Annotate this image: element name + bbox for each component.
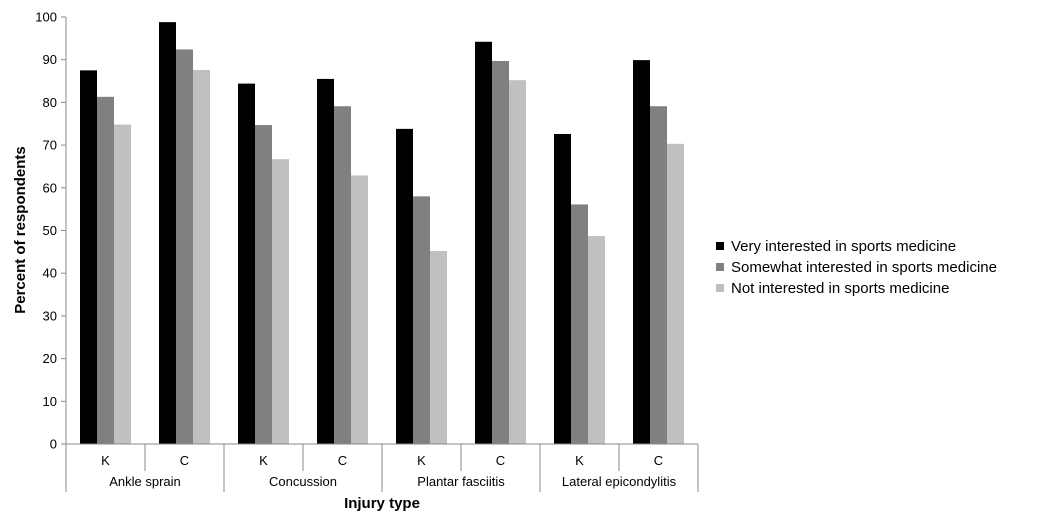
legend-label: Not interested in sports medicine: [731, 280, 949, 297]
x-tick-label: C: [654, 453, 663, 468]
legend-label: Somewhat interested in sports medicine: [731, 259, 997, 276]
y-tick-label: 30: [43, 308, 57, 323]
bar-series-1: [396, 128, 413, 444]
bar-series-3: [588, 236, 605, 444]
x-tick-label: K: [417, 453, 426, 468]
legend-swatch: [716, 242, 724, 250]
x-group-label: Lateral epicondylitis: [562, 474, 677, 489]
x-axis-title: Injury type: [344, 495, 420, 512]
y-tick-label: 70: [43, 138, 57, 153]
bar-series-3: [272, 159, 289, 445]
bar-series-2: [334, 106, 351, 445]
y-tick-label: 20: [43, 351, 57, 366]
bar-series-2: [571, 204, 588, 444]
bar-series-2: [97, 96, 114, 444]
bar-series-2: [255, 125, 272, 444]
x-tick-label: K: [259, 453, 268, 468]
bar-series-3: [351, 175, 368, 445]
bar-series-1: [238, 83, 255, 444]
bar-series-3: [430, 250, 447, 444]
y-tick-label: 40: [43, 266, 57, 281]
bar-series-1: [317, 78, 334, 444]
y-axis: 0 10 20 30 40 50 60 70 80 90 100: [35, 10, 67, 452]
x-tick-label: C: [496, 453, 505, 468]
bar-series-3: [509, 80, 526, 445]
bar-series-1: [554, 133, 571, 445]
y-tick-label: 60: [43, 180, 57, 195]
legend-label: Very interested in sports medicine: [731, 238, 956, 255]
bar-series-1: [633, 60, 650, 444]
x-tick-label: C: [180, 453, 189, 468]
y-tick-label: 50: [43, 223, 57, 238]
bar-series-1: [475, 41, 492, 445]
bars: [80, 22, 684, 445]
bar-series-3: [114, 124, 131, 444]
bar-series-1: [80, 70, 97, 444]
y-tick-label: 100: [35, 10, 57, 25]
legend-swatch: [716, 284, 724, 292]
bar-series-3: [193, 69, 210, 444]
x-group-label: Ankle sprain: [109, 474, 181, 489]
y-tick-label: 0: [50, 437, 57, 452]
legend: Very interested in sports medicine Somewh…: [716, 238, 997, 297]
x-group-label: Plantar fasciitis: [417, 474, 505, 489]
x-tick-label: K: [575, 453, 584, 468]
x-tick-label: K: [101, 453, 110, 468]
bar-series-2: [492, 60, 509, 445]
y-tick-label: 10: [43, 394, 57, 409]
y-tick-label: 90: [43, 52, 57, 67]
bar-series-1: [159, 22, 176, 445]
x-group-label: Concussion: [269, 474, 337, 489]
y-axis-title: Percent of respondents: [12, 146, 29, 314]
bar-series-2: [650, 106, 667, 445]
legend-swatch: [716, 263, 724, 271]
bar-series-2: [413, 196, 430, 444]
bar-series-2: [176, 49, 193, 445]
y-tick-label: 80: [43, 95, 57, 110]
bar-series-3: [667, 143, 684, 444]
x-tick-label: C: [338, 453, 347, 468]
